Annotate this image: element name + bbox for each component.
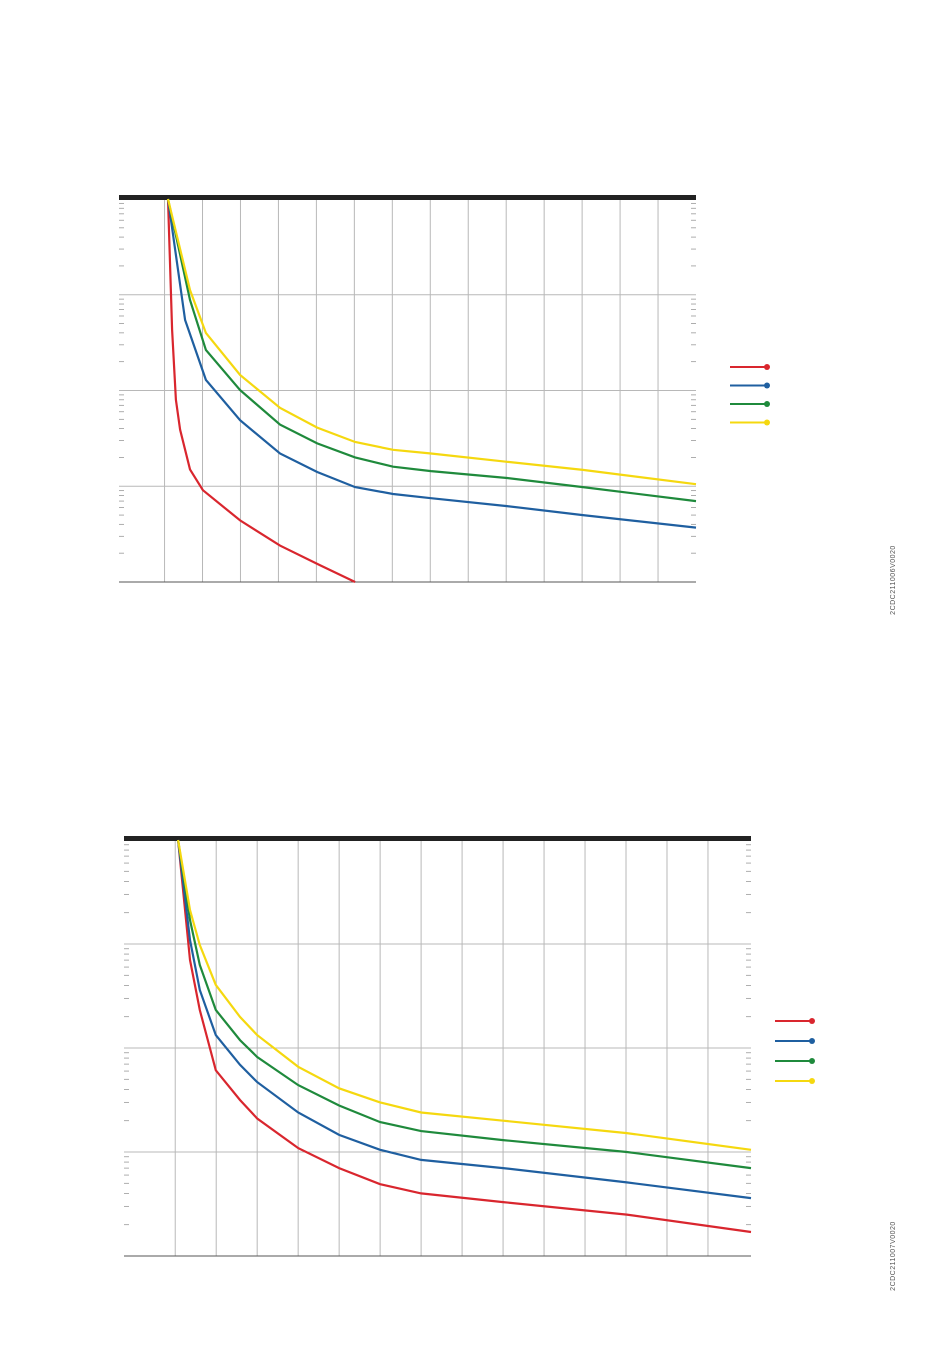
- image-code: 2CDC211007V0020: [890, 1221, 897, 1291]
- curve: [166, 198, 697, 529]
- legend-dot: [809, 1058, 815, 1064]
- legend-dot: [764, 419, 770, 426]
- legend-dot: [809, 1078, 815, 1084]
- legend-dot: [764, 364, 770, 370]
- curve: [166, 198, 697, 503]
- image-code: 2CDC211006V0020: [890, 545, 897, 615]
- curve: [177, 839, 752, 1200]
- top-bar: [119, 195, 696, 200]
- legend-dot: [809, 1018, 815, 1024]
- curve: [177, 839, 752, 1170]
- top-bar: [124, 836, 751, 841]
- legend-dot: [809, 1038, 815, 1044]
- curve: [177, 839, 752, 1234]
- legend-dot: [764, 401, 770, 407]
- curve: [166, 198, 356, 583]
- curve: [166, 198, 697, 486]
- legend-dot: [764, 382, 770, 389]
- curve: [177, 839, 752, 1151]
